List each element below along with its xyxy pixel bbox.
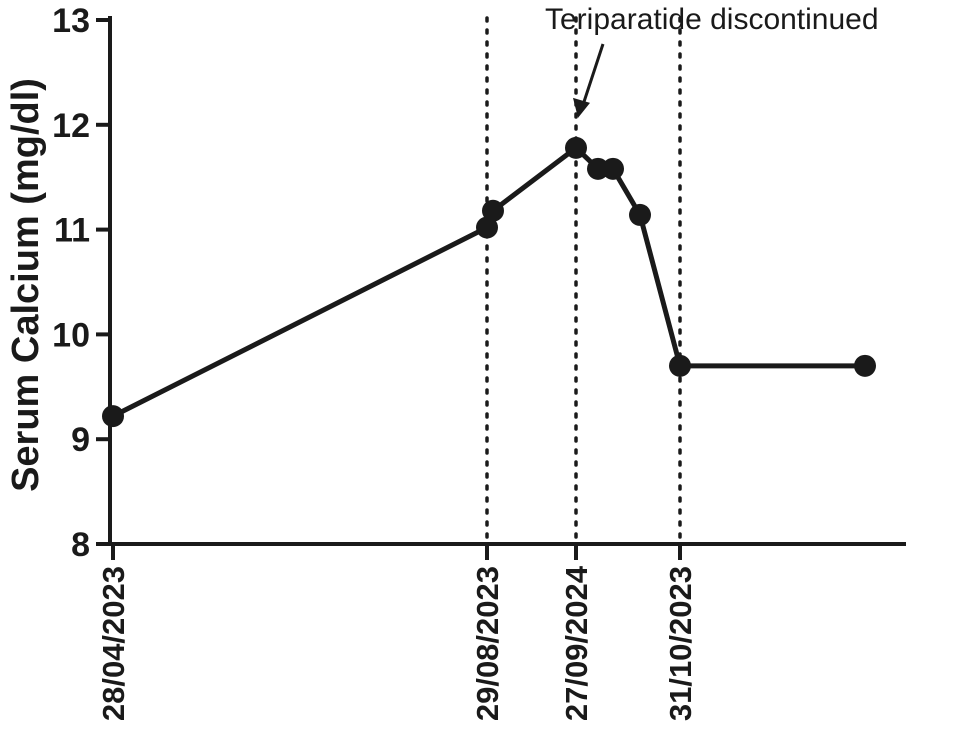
annotation-text: Teriparatide discontinued	[545, 3, 879, 36]
data-point	[476, 216, 498, 239]
data-point	[602, 157, 624, 180]
y-axis-ticks: 8 9 10 11 12 13	[52, 2, 110, 564]
data-point	[482, 199, 504, 222]
y-tick-label: 9	[71, 421, 90, 459]
data-point	[565, 136, 587, 159]
data-point	[854, 354, 876, 377]
annotation-layer: Teriparatide discontinued	[545, 3, 879, 118]
annotation-arrow-shaft	[580, 43, 605, 109]
annotation-arrow-head	[573, 97, 590, 118]
x-axis-ticks: 28/04/2023 29/08/2023 27/09/2024 31/10/2023	[96, 544, 698, 721]
reference-lines	[485, 16, 682, 546]
y-tick-label: 13	[52, 2, 90, 40]
series-line	[111, 145, 865, 419]
x-tick-label: 28/04/2023	[96, 566, 131, 721]
axes	[108, 16, 906, 546]
y-axis-label: Serum Calcium (mg/dl)	[5, 78, 47, 492]
data-point	[102, 405, 124, 428]
x-tick-label: 31/10/2023	[663, 566, 698, 721]
calcium-series	[102, 136, 876, 428]
data-point	[629, 203, 651, 226]
data-point	[669, 354, 691, 377]
x-tick-label: 27/09/2024	[559, 565, 594, 721]
y-tick-label: 11	[54, 212, 90, 250]
y-tick-label: 8	[71, 526, 90, 564]
y-tick-label: 12	[52, 107, 90, 145]
y-tick-label: 10	[52, 316, 90, 354]
x-tick-label: 29/08/2023	[470, 566, 505, 721]
